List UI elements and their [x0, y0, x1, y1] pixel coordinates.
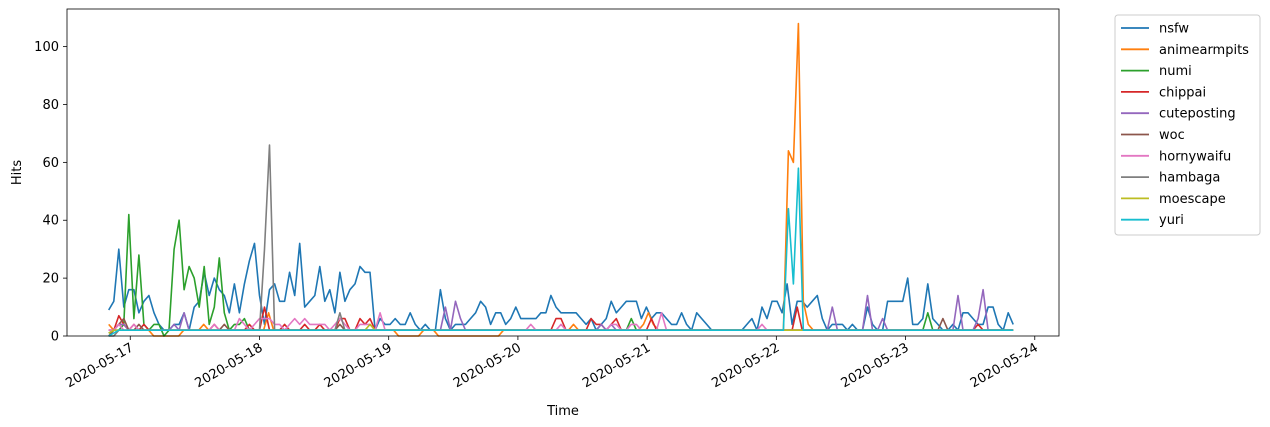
series-line-hornywaifu: [108, 311, 1014, 332]
legend-label-nsfw: nsfw: [1159, 22, 1189, 37]
x-axis: 2020-05-17 2020-05-18 2020-05-19 2020-05-20…: [63, 336, 1041, 391]
y-tick-label: 40: [42, 214, 59, 229]
legend: nsfw animearmpits numi chippai cuteposting wo…: [1114, 14, 1261, 236]
series-line-hambaga: [108, 144, 1014, 337]
x-tick-label: 2020-05-22: [709, 340, 782, 391]
legend-label-animearmpits: animearmpits: [1159, 43, 1249, 58]
legend-label-chippai: chippai: [1159, 85, 1206, 100]
x-tick-label: 2020-05-24: [968, 340, 1041, 391]
x-tick-label: 2020-05-18: [193, 340, 266, 391]
y-tick-label: 80: [42, 98, 59, 113]
x-tick-label: 2020-05-17: [63, 340, 136, 391]
plot-frame: [66, 8, 1060, 337]
legend-label-moescape: moescape: [1159, 192, 1226, 207]
x-tick-label: 2020-05-20: [451, 340, 524, 391]
series-layer: [108, 22, 1014, 337]
y-axis: 0 20 40 60 80 100: [34, 40, 67, 345]
y-tick-label: 0: [51, 330, 59, 345]
series-line-numi: [108, 213, 1014, 337]
legend-label-numi: numi: [1159, 64, 1192, 79]
x-tick-label: 2020-05-21: [580, 340, 653, 391]
legend-label-cuteposting: cuteposting: [1159, 107, 1236, 122]
x-tick-label: 2020-05-23: [839, 340, 912, 391]
x-tick-label: 2020-05-19: [322, 340, 395, 391]
series-line-nsfw: [108, 242, 1014, 332]
y-tick-label: 20: [42, 272, 59, 287]
series-line-yuri: [108, 167, 1014, 337]
legend-label-hambaga: hambaga: [1159, 171, 1220, 186]
series-line-animearmpits: [108, 22, 1014, 337]
legend-label-woc: woc: [1159, 128, 1185, 143]
y-tick-label: 100: [34, 40, 59, 55]
legend-label-hornywaifu: hornywaifu: [1159, 149, 1231, 164]
series-line-woc: [108, 317, 1014, 337]
y-tick-label: 60: [42, 156, 59, 171]
x-axis-label: Time: [546, 404, 579, 419]
legend-box: [1114, 14, 1261, 236]
y-axis-label: Hits: [10, 160, 25, 185]
legend-label-yuri: yuri: [1159, 213, 1184, 228]
